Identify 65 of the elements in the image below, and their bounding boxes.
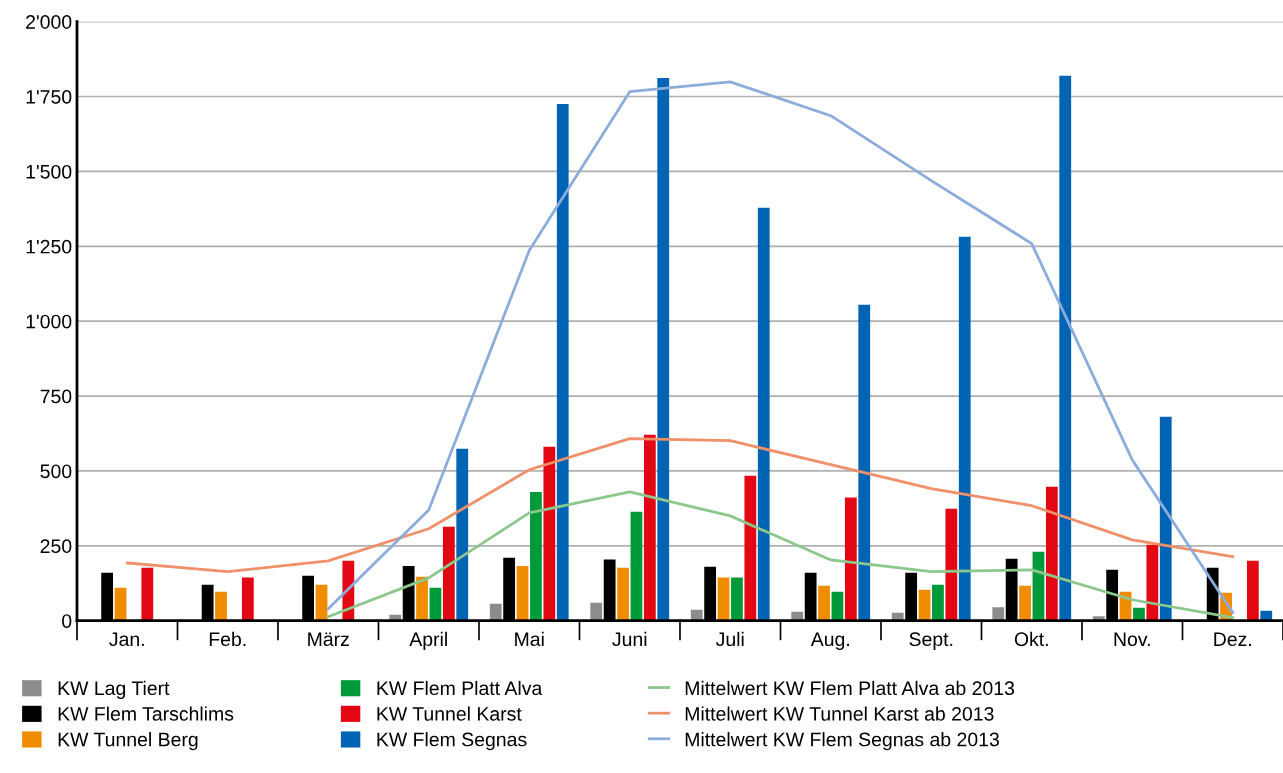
x-tick-label: Sept. <box>909 632 953 650</box>
y-tick-label: 2'000 <box>26 15 72 29</box>
legend-label: KW Tunnel Berg <box>58 732 198 751</box>
bar <box>932 584 944 621</box>
legend-label: KW Flem Platt Alva <box>377 680 543 696</box>
x-tick-label: Nov. <box>1114 632 1150 647</box>
bar <box>958 236 971 621</box>
bar <box>818 585 830 621</box>
x-tick-label: April <box>409 631 447 650</box>
legend-label: Mittelwert KW Flem Segnas ab 2013 <box>685 732 999 751</box>
bar <box>416 576 428 621</box>
legend-label: KW Flem Tarschlims <box>58 706 234 721</box>
bar <box>844 497 857 621</box>
legend-label: KW Tunnel Karst <box>377 706 522 721</box>
bar <box>590 602 603 621</box>
bar <box>617 567 629 621</box>
x-tick-label: Jan. <box>109 632 144 647</box>
bar <box>1246 560 1259 621</box>
line-series <box>326 80 1235 615</box>
bar <box>643 434 656 621</box>
y-tick-label: 1'000 <box>26 314 72 329</box>
bar <box>744 475 757 621</box>
line-series <box>125 437 1235 573</box>
bar <box>1059 75 1072 621</box>
bar <box>757 207 770 621</box>
x-tick-label: Feb. <box>209 631 246 647</box>
bar <box>516 565 529 621</box>
x-tick-label: Dez. <box>1214 632 1251 647</box>
line-series <box>326 490 1235 620</box>
bar <box>1019 585 1031 621</box>
legend-label: KW Flem Segnas <box>377 732 527 751</box>
bar <box>858 304 871 621</box>
bar <box>630 511 643 621</box>
bar <box>1159 416 1172 621</box>
bar <box>215 591 227 621</box>
y-tick-label: 1'500 <box>26 164 72 179</box>
bar <box>241 577 254 621</box>
legend-label: KW Lag Tiert <box>58 680 170 699</box>
x-tick-label: Okt. <box>1014 631 1048 647</box>
bar <box>1045 486 1058 621</box>
x-tick-label: Juli <box>715 631 744 647</box>
x-tick-label: Aug. <box>810 632 849 650</box>
bar <box>556 104 569 621</box>
x-tick-label: Mai <box>515 631 544 647</box>
bar <box>992 607 1005 621</box>
y-tick-label: 500 <box>40 464 72 479</box>
y-tick-label: 250 <box>40 539 72 554</box>
bar <box>657 77 670 621</box>
legend-label: Mittelwert KW Flem Platt Alva ab 2013 <box>685 680 1015 696</box>
bar <box>543 446 556 621</box>
y-tick-label: 0 <box>62 614 72 628</box>
bar <box>945 508 958 621</box>
bar <box>1146 544 1159 621</box>
y-tick-label: 1'250 <box>26 239 72 254</box>
bar <box>731 577 743 621</box>
x-tick-label: Juni <box>612 631 647 647</box>
x-tick-label: März <box>308 632 349 647</box>
y-tick-label: 1'750 <box>26 90 72 104</box>
bar <box>442 526 455 621</box>
legend-label: Mittelwert KW Tunnel Karst ab 2013 <box>685 706 994 721</box>
bar <box>141 567 154 621</box>
bar <box>530 491 542 621</box>
bar <box>456 448 469 621</box>
bar <box>489 603 502 621</box>
y-tick-label: 750 <box>40 389 72 404</box>
